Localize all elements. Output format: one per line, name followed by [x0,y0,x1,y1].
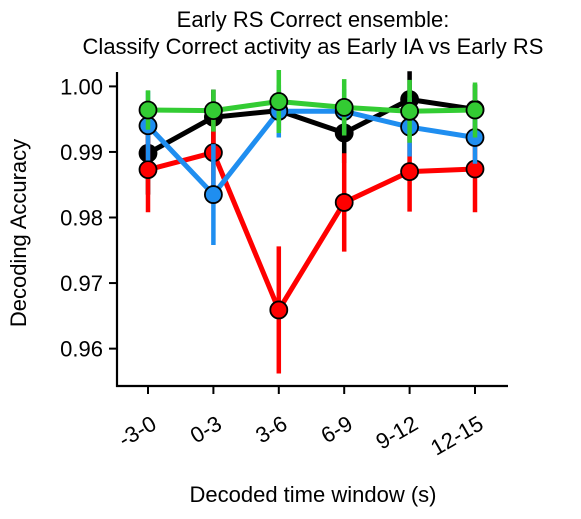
data-point [400,101,420,121]
data-point [203,101,223,121]
data-point [400,162,420,182]
data-point [465,100,485,120]
series-group [138,70,485,143]
y-tick-label: 0.98 [60,206,103,231]
data-point [269,300,289,320]
data-point [334,193,354,212]
chart-title-line-2: Classify Correct activity as Early IA vs… [83,34,544,59]
x-tick-label: -3-0 [114,411,160,452]
x-tick-label: 12-15 [426,411,487,461]
x-axis-label: Decoded time window (s) [190,482,437,507]
chart-title-line-1: Early RS Correct ensemble: [177,7,450,32]
x-tick-label: 3-6 [251,411,291,449]
data-point [138,160,158,180]
series-line [147,98,476,114]
plot-area: 0.96 0.97 0.98 0.99 1.00 -3-0 0-3 3-6 6-9 9-12 12-… [60,70,508,460]
series-line [146,97,476,156]
y-tick-label: 0.96 [60,337,103,362]
x-tick-label: 6-9 [317,411,357,449]
data-point [269,92,289,111]
series-line [147,150,476,313]
x-tick-label: 9-12 [371,411,422,455]
data-point [334,97,354,117]
data-point [203,185,223,204]
y-tick-label: 1.00 [60,74,103,99]
series-line [146,108,476,198]
data-point [138,100,158,120]
x-tick-label: 0-3 [186,411,226,449]
y-tick-label: 0.97 [60,271,103,296]
y-tick-label: 0.99 [60,140,103,165]
series-group [138,112,485,374]
y-axis-label: Decoding Accuracy [6,139,31,327]
